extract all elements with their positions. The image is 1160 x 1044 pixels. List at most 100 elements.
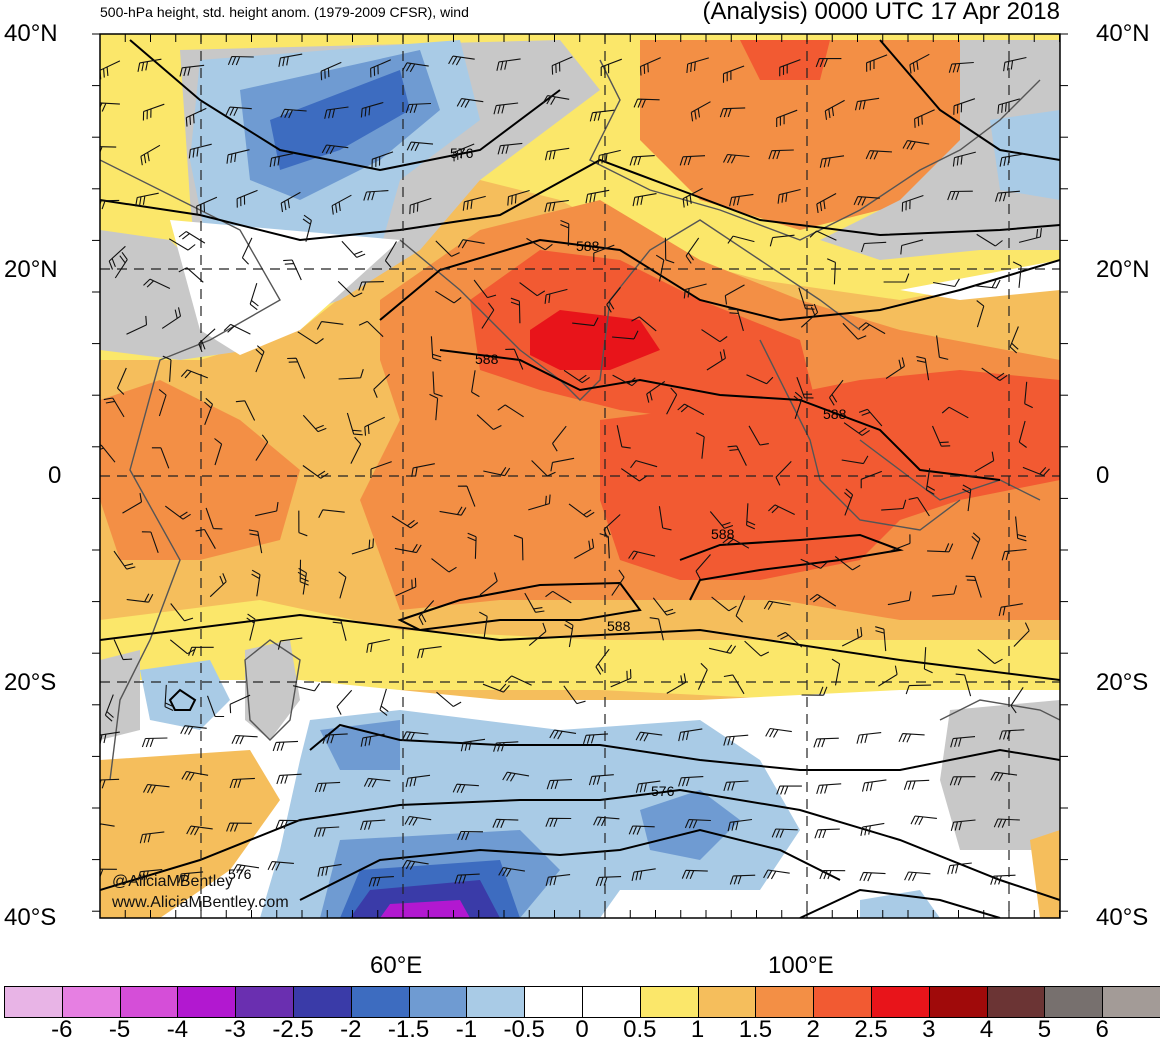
wind-barb bbox=[545, 817, 572, 827]
wind-barb bbox=[169, 639, 196, 655]
colorbar-label: 3 bbox=[922, 1016, 936, 1043]
wind-barb bbox=[908, 496, 930, 517]
wind-barb bbox=[226, 149, 250, 164]
wind-barb bbox=[287, 357, 306, 379]
colorbar-label: -2 bbox=[340, 1016, 362, 1043]
colorbar-label: 5 bbox=[1037, 1016, 1052, 1043]
lat-label-left: 20°N bbox=[4, 256, 58, 283]
wind-barb bbox=[632, 193, 657, 207]
wind-barb bbox=[903, 779, 930, 790]
wind-barb bbox=[834, 555, 861, 571]
wind-barb bbox=[748, 425, 769, 446]
wind-barb bbox=[658, 506, 672, 531]
wind-barb bbox=[801, 686, 828, 696]
wind-barb bbox=[544, 147, 570, 161]
wind-barb bbox=[599, 533, 610, 559]
wind-barb bbox=[563, 685, 586, 705]
wind-barb bbox=[904, 871, 931, 882]
colorbar-label: 4 bbox=[979, 1016, 994, 1043]
wind-barb bbox=[953, 98, 976, 115]
wind-barb bbox=[272, 740, 299, 752]
wind-barb bbox=[371, 151, 394, 169]
wind-barb bbox=[902, 140, 930, 150]
wind-barb bbox=[528, 494, 551, 511]
wind-barb bbox=[666, 673, 687, 694]
wind-barb bbox=[476, 414, 502, 430]
pos-anomaly-bright-red-core bbox=[530, 310, 660, 370]
wind-barb bbox=[269, 153, 294, 168]
wind-barb bbox=[168, 238, 196, 251]
wind-barb bbox=[976, 233, 1003, 247]
wind-barb bbox=[628, 550, 656, 560]
wind-barb bbox=[358, 320, 384, 338]
wind-barb bbox=[181, 770, 209, 781]
wind-barb bbox=[462, 195, 486, 211]
wind-barb bbox=[255, 345, 265, 373]
wind-barb bbox=[402, 731, 429, 741]
lat-label-right: 20°N bbox=[1096, 256, 1150, 283]
wind-barb bbox=[255, 502, 279, 517]
wind-barb bbox=[800, 303, 819, 328]
wind-barb bbox=[178, 267, 204, 283]
wind-barb bbox=[338, 369, 364, 380]
colorbar-swatch bbox=[350, 986, 410, 1018]
wind-barb bbox=[103, 397, 125, 418]
wind-barb bbox=[366, 638, 390, 653]
wind-barb bbox=[612, 330, 639, 340]
colorbar-label: 1 bbox=[690, 1016, 705, 1043]
neutral-region-africa-south bbox=[100, 650, 140, 740]
wind-barb bbox=[141, 737, 168, 748]
wind-barb bbox=[322, 733, 348, 744]
wind-barb bbox=[706, 349, 726, 371]
lat-label-right: 40°S bbox=[1096, 904, 1149, 931]
wind-barb bbox=[1018, 228, 1042, 243]
wind-barb bbox=[316, 321, 344, 330]
wind-barb bbox=[435, 240, 460, 257]
wind-barb bbox=[417, 646, 442, 659]
wind-barb bbox=[143, 783, 170, 794]
colorbar-swatch bbox=[1102, 986, 1160, 1018]
wind-barb bbox=[196, 196, 218, 216]
wind-barb bbox=[1024, 381, 1033, 409]
wind-barb bbox=[563, 369, 590, 384]
colorbar-label: -5 bbox=[108, 1016, 131, 1043]
wind-barb bbox=[498, 867, 525, 877]
wind-barb bbox=[1012, 261, 1022, 288]
wind-barb bbox=[161, 307, 182, 329]
wind-barb bbox=[815, 57, 842, 68]
contour-label: 588 bbox=[576, 238, 600, 254]
wind-barb bbox=[861, 779, 887, 792]
wind-barb bbox=[280, 108, 307, 119]
wind-barb bbox=[776, 785, 802, 795]
wind-barb bbox=[405, 102, 432, 114]
wind-barb bbox=[572, 317, 599, 327]
wind-barb bbox=[990, 771, 1018, 782]
wind-barbs bbox=[100, 53, 1050, 887]
wind-barb bbox=[910, 815, 937, 826]
wind-barb bbox=[439, 506, 467, 516]
wind-barb bbox=[947, 862, 972, 875]
wind-barb bbox=[875, 626, 887, 652]
wind-barb bbox=[331, 194, 352, 215]
pos-anomaly-red-indonesia bbox=[600, 370, 1060, 580]
wind-barb bbox=[321, 144, 349, 155]
neg-anomaly-south-core bbox=[320, 720, 400, 770]
wind-barb bbox=[574, 538, 595, 559]
wind-barb bbox=[612, 374, 640, 387]
credit-handle: @AliciaMBentley bbox=[112, 873, 234, 890]
wind-barb bbox=[180, 369, 208, 379]
wind-barb bbox=[925, 468, 936, 495]
wind-barb bbox=[629, 155, 655, 166]
wind-barb bbox=[324, 106, 349, 119]
wind-barb bbox=[552, 425, 567, 452]
wind-barb bbox=[858, 322, 886, 335]
wind-barb bbox=[401, 859, 429, 870]
wind-barb bbox=[695, 432, 705, 459]
wind-barb bbox=[746, 374, 774, 385]
wind-barb bbox=[723, 780, 749, 792]
wind-barb bbox=[990, 874, 1016, 885]
axis-ticks bbox=[92, 33, 1068, 918]
wind-barb bbox=[231, 734, 258, 745]
wind-barb bbox=[800, 558, 828, 569]
lon-label: 60°E bbox=[370, 952, 423, 979]
